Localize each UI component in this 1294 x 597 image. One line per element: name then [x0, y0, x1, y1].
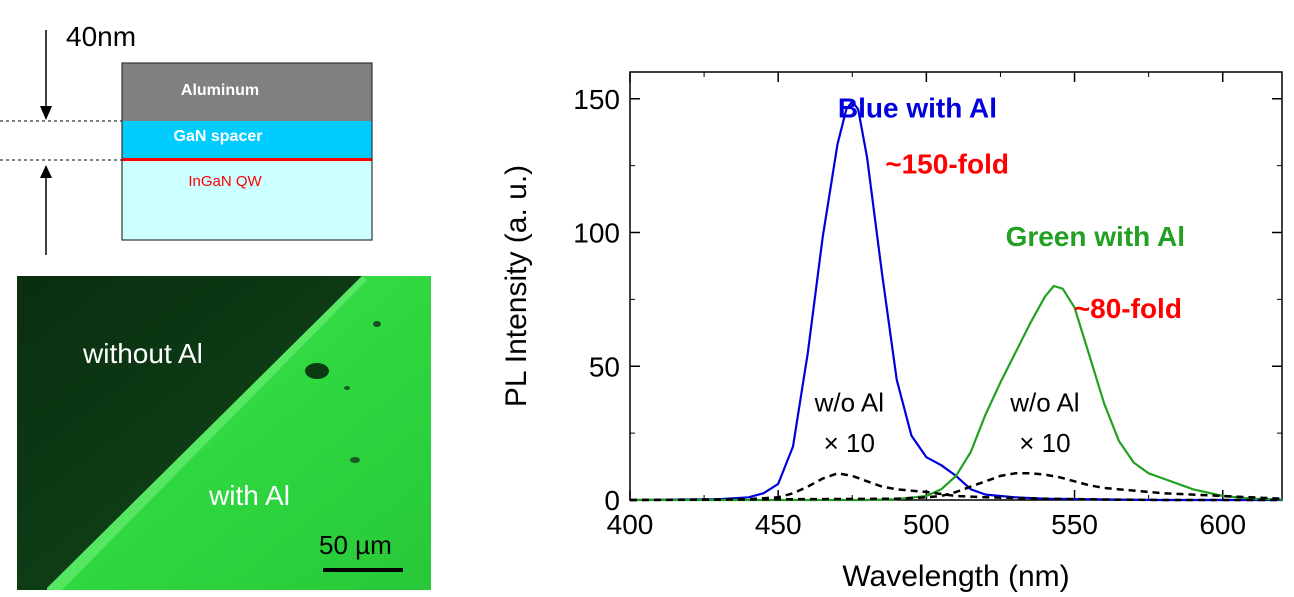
x-tick-label: 550 — [1051, 509, 1098, 540]
y-axis-label: PL Intensity (a. u.) — [500, 165, 533, 407]
arrowhead-down-icon — [40, 106, 52, 120]
x-tick-label: 400 — [607, 509, 654, 540]
x-tick-label: 450 — [755, 509, 802, 540]
x-tick-label: 500 — [903, 509, 950, 540]
pl-spectrum-chart: 400 450 500 550 600 0 50 100 150 Blue with Al ~15… — [500, 71, 1283, 593]
annotation-label: ~150-fold — [885, 149, 1009, 180]
layer-aluminum — [122, 63, 372, 121]
x-axis-label: Wavelength (nm) — [842, 560, 1069, 593]
y-tick-label: 50 — [589, 351, 620, 382]
layer-schematic: 40nm Aluminum GaN spacer InGaN QW — [0, 21, 373, 255]
plot-frame — [629, 71, 1283, 501]
label-with-al: with Al — [209, 480, 290, 511]
defect-spot — [344, 386, 350, 390]
annotation-label: × 10 — [824, 428, 875, 458]
annotation-label: w/o Al — [1009, 388, 1079, 418]
series-line-1 — [630, 284, 1283, 502]
annotation-label: × 10 — [1019, 428, 1070, 458]
annotation-label: Green with Al — [1006, 221, 1185, 252]
series-line-2 — [629, 472, 1282, 502]
axes: 400 450 500 550 600 0 50 100 150 — [573, 71, 1283, 540]
annotation-label: Blue with Al — [838, 92, 997, 123]
layer-aluminum-label: Aluminum — [181, 82, 259, 99]
y-tick-label: 100 — [573, 218, 620, 249]
region-with-al — [47, 276, 431, 590]
y-tick-label: 0 — [604, 485, 620, 516]
layer-gan-spacer — [122, 121, 372, 159]
layer-substrate — [122, 161, 372, 240]
layer-ingan-label: InGaN QW — [188, 173, 262, 190]
boundary-edge — [47, 276, 367, 590]
layer-gan-label: GaN spacer — [174, 128, 263, 145]
x-tick-label: 600 — [1199, 509, 1246, 540]
scale-bar-label: 50 µm — [319, 530, 392, 560]
thickness-label: 40nm — [66, 21, 136, 52]
arrowhead-up-icon — [40, 165, 52, 178]
defect-spot — [305, 363, 329, 379]
annotation-label: ~80-fold — [1074, 293, 1182, 324]
fluorescence-micrograph: without Al with Al 50 µm — [17, 276, 431, 590]
label-without-al: without Al — [83, 338, 203, 369]
series-line-3 — [629, 472, 1283, 502]
defect-spot — [373, 321, 381, 327]
layer-outline — [121, 62, 373, 241]
annotations: Blue with Al ~150-fold Green with Al ~80-fo… — [814, 92, 1185, 457]
annotation-label: w/o Al — [814, 388, 884, 418]
series-group — [629, 100, 1283, 502]
micrograph-image — [17, 276, 431, 590]
layer-ingan-qw — [122, 158, 372, 161]
defect-spot — [350, 457, 360, 463]
y-tick-label: 150 — [573, 84, 620, 115]
